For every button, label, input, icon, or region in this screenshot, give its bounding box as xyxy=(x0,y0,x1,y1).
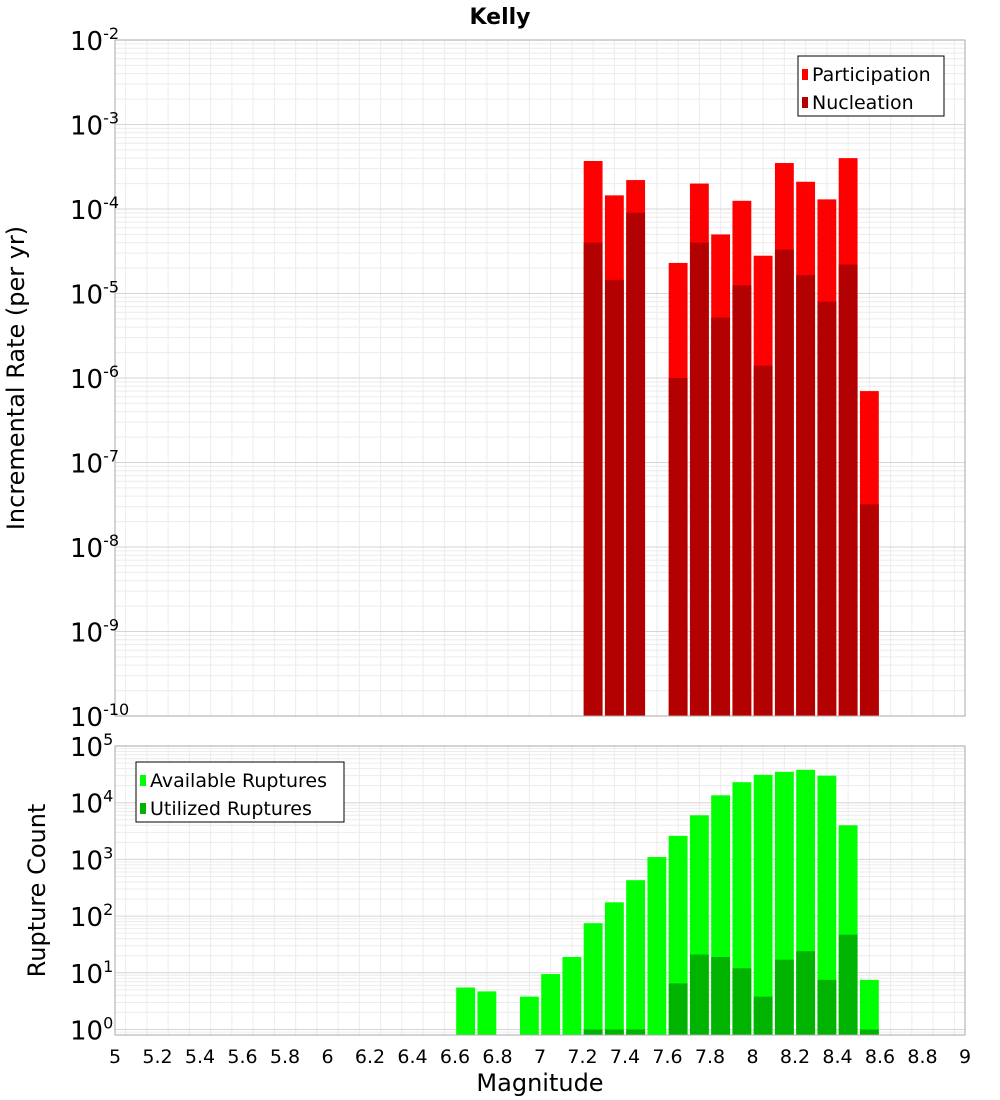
x-tick-label: 7.4 xyxy=(610,1046,640,1068)
legend-swatch xyxy=(802,97,808,108)
x-tick-label: 5 xyxy=(109,1046,121,1068)
x-tick-label: 9 xyxy=(959,1046,971,1068)
bar-nucleation xyxy=(796,275,816,716)
y-tick-label: 10-10 xyxy=(70,700,129,733)
bar-utilized-ruptures xyxy=(817,979,837,1035)
bar-nucleation xyxy=(604,279,624,716)
bar-utilized-ruptures xyxy=(626,1029,646,1035)
legend-box xyxy=(135,761,345,823)
bar-nucleation xyxy=(732,285,752,716)
bar-nucleation xyxy=(626,212,646,716)
legend: Available Ruptures Utilized Ruptures xyxy=(135,761,345,823)
x-tick-label: 7.6 xyxy=(652,1046,682,1068)
bar-nucleation xyxy=(689,242,709,717)
bar-available-ruptures xyxy=(817,775,837,1035)
bar-available-ruptures xyxy=(647,857,667,1035)
bar-utilized-ruptures xyxy=(583,1029,603,1035)
bar-available-ruptures xyxy=(859,979,879,1035)
plot-frame xyxy=(114,39,966,717)
bar-utilized-ruptures xyxy=(711,956,731,1035)
x-tick-label: 5.6 xyxy=(227,1046,257,1068)
bar-nucleation xyxy=(838,264,858,716)
legend-label: Participation xyxy=(812,64,931,86)
y-tick-label: 105 xyxy=(70,730,113,763)
magnitude-axis: 5 5.2 5.4 5.6 5.8 6 6.2 6.4 6.6 6.8 7 7.2 7.4 7.6 7.8 8… xyxy=(109,1046,971,1068)
bar-nucleation xyxy=(711,317,731,716)
bar-utilized-ruptures xyxy=(668,983,688,1035)
bar-available-ruptures xyxy=(562,956,582,1035)
y-tick-label: 10-8 xyxy=(70,531,119,564)
bar-available-ruptures xyxy=(604,902,624,1035)
y-tick-label: 10-5 xyxy=(70,278,119,311)
plot-frame xyxy=(114,745,966,1036)
x-tick-label: 6 xyxy=(321,1046,333,1068)
legend-label: Available Ruptures xyxy=(150,770,327,792)
bar-available-ruptures xyxy=(456,987,476,1035)
y-tick-label: 104 xyxy=(70,787,113,820)
bar-utilized-ruptures xyxy=(689,954,709,1035)
bar-available-ruptures xyxy=(753,774,773,1035)
x-tick-label: 8.4 xyxy=(822,1046,852,1068)
x-tick-label: 7.2 xyxy=(567,1046,597,1068)
bar-available-ruptures xyxy=(477,991,497,1035)
bar-utilized-ruptures xyxy=(774,959,794,1035)
bar-available-ruptures xyxy=(626,880,646,1035)
bar-nucleation xyxy=(774,249,794,716)
x-tick-label: 7.8 xyxy=(695,1046,725,1068)
legend-box xyxy=(797,55,945,117)
bar-available-ruptures xyxy=(519,996,539,1035)
bar-nucleation xyxy=(753,365,773,716)
bar-nucleation xyxy=(859,504,879,716)
chart-title: Kelly xyxy=(469,5,530,30)
bar-utilized-ruptures xyxy=(753,996,773,1035)
y-tick-label: 10-9 xyxy=(70,616,119,649)
x-tick-label: 5.4 xyxy=(185,1046,215,1068)
bar-available-ruptures xyxy=(583,923,603,1035)
x-tick-label: 8.6 xyxy=(865,1046,895,1068)
y-axis-label: Incremental Rate (per yr) xyxy=(2,226,30,530)
y-axis-label: Rupture Count xyxy=(23,804,51,978)
bar-nucleation xyxy=(583,242,603,717)
rupture-count-panel: 105 104 103 102 101 100 Rupture Count Available… xyxy=(23,730,966,1047)
legend-label: Utilized Ruptures xyxy=(150,798,312,820)
y-tick-label: 100 xyxy=(70,1014,113,1047)
bar-nucleation xyxy=(817,301,837,716)
y-tick-label: 10-2 xyxy=(70,24,119,57)
y-tick-label: 10-4 xyxy=(70,193,119,226)
x-tick-label: 7 xyxy=(534,1046,546,1068)
legend-swatch xyxy=(802,69,808,80)
bar-utilized-ruptures xyxy=(859,1029,879,1035)
legend-swatch xyxy=(140,775,146,786)
bar-utilized-ruptures xyxy=(796,951,816,1035)
y-tick-label: 10-7 xyxy=(70,447,119,480)
x-tick-label: 8 xyxy=(746,1046,758,1068)
y-tick-label: 101 xyxy=(70,957,113,990)
x-tick-label: 6.8 xyxy=(482,1046,512,1068)
x-tick-label: 8.8 xyxy=(907,1046,937,1068)
legend-swatch xyxy=(140,803,146,814)
bar-utilized-ruptures xyxy=(838,934,858,1035)
y-tick-label: 10-3 xyxy=(70,109,119,142)
x-tick-label: 5.8 xyxy=(270,1046,300,1068)
bar-nucleation xyxy=(668,378,688,716)
x-tick-label: 6.6 xyxy=(440,1046,470,1068)
incremental-rate-panel: 10-2 10-3 10-4 10-5 10-6 10-7 10-8 10-9 10-10 Inc… xyxy=(2,24,966,733)
bar-utilized-ruptures xyxy=(732,968,752,1035)
bar-available-ruptures xyxy=(541,974,561,1035)
legend-label: Nucleation xyxy=(812,92,914,114)
x-tick-label: 8.2 xyxy=(780,1046,810,1068)
y-tick-label: 10-6 xyxy=(70,362,119,395)
x-axis-label: Magnitude xyxy=(476,1069,603,1097)
x-tick-label: 6.4 xyxy=(397,1046,427,1068)
x-tick-label: 6.2 xyxy=(355,1046,385,1068)
y-tick-label: 103 xyxy=(70,843,113,876)
bar-utilized-ruptures xyxy=(604,1029,624,1035)
x-tick-label: 5.2 xyxy=(142,1046,172,1068)
legend: Participation Nucleation xyxy=(797,55,945,117)
y-tick-label: 102 xyxy=(70,900,113,933)
